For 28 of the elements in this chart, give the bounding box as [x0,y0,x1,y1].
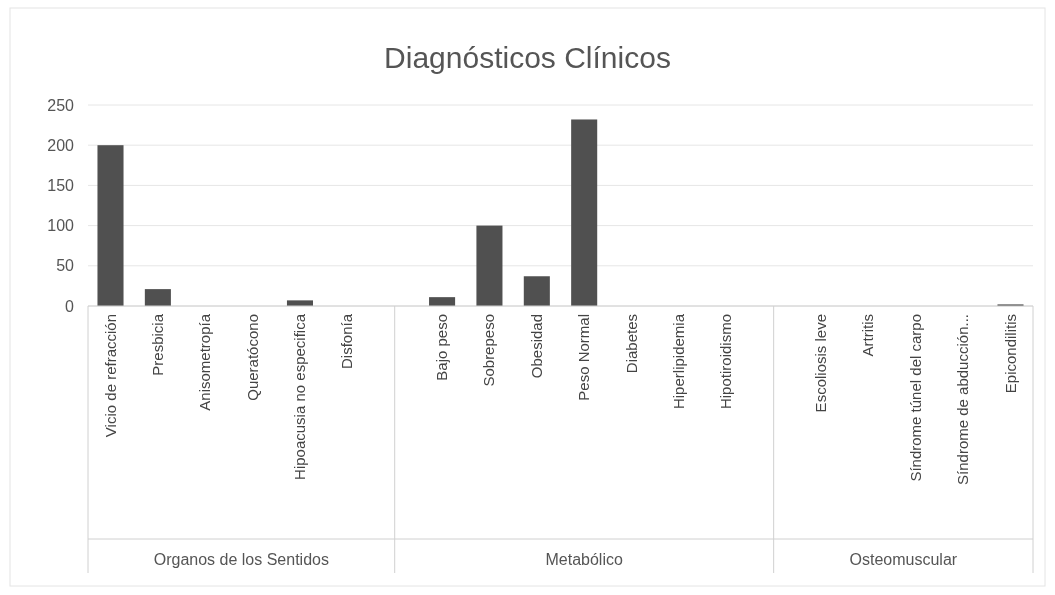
x-tick-label: Presbicia [148,313,166,376]
x-tick-label: Síndrome túnel del carpo [906,314,924,482]
x-tick-label: Obesidad [527,314,545,379]
y-tick-label: 50 [56,257,75,275]
x-tick-label: Escoliosis leve [812,314,830,413]
x-tick-label: Vicio de refracción [101,314,119,438]
y-tick-label: 100 [47,217,75,235]
y-tick-label: 200 [47,136,75,154]
x-tick-label: Diabetes [622,314,640,374]
x-tick-label: Artritis [859,314,877,357]
y-tick-label: 250 [47,96,75,114]
x-tick-label: Peso Normal [575,314,593,401]
text: Osteomuscular [849,551,958,568]
x-tick-label: Hiperlipidemia [669,313,687,410]
x-tick-label: Hipotiroidismo [717,314,735,410]
x-tick-label: Hipoacusia no especifica [290,313,308,480]
x-tick-label: Síndrome de abducción... [954,314,972,485]
x-tick-label: Queratócono [243,314,261,401]
text: Organos de los Sentidos [153,551,329,568]
x-tick-label: Epicondilitis [1001,314,1019,394]
x-tick-label: Disfonía [338,313,356,370]
x-tick-label: Bajo peso [433,314,451,381]
text: Metabólico [545,551,623,568]
chart-title: Diagnósticos Clínicos [384,41,671,74]
x-tick-label: Anisometropía [196,313,214,411]
x-tick-label: Sobrepeso [480,314,498,387]
y-tick-label: 150 [47,177,75,195]
y-tick-label: 0 [65,297,75,315]
